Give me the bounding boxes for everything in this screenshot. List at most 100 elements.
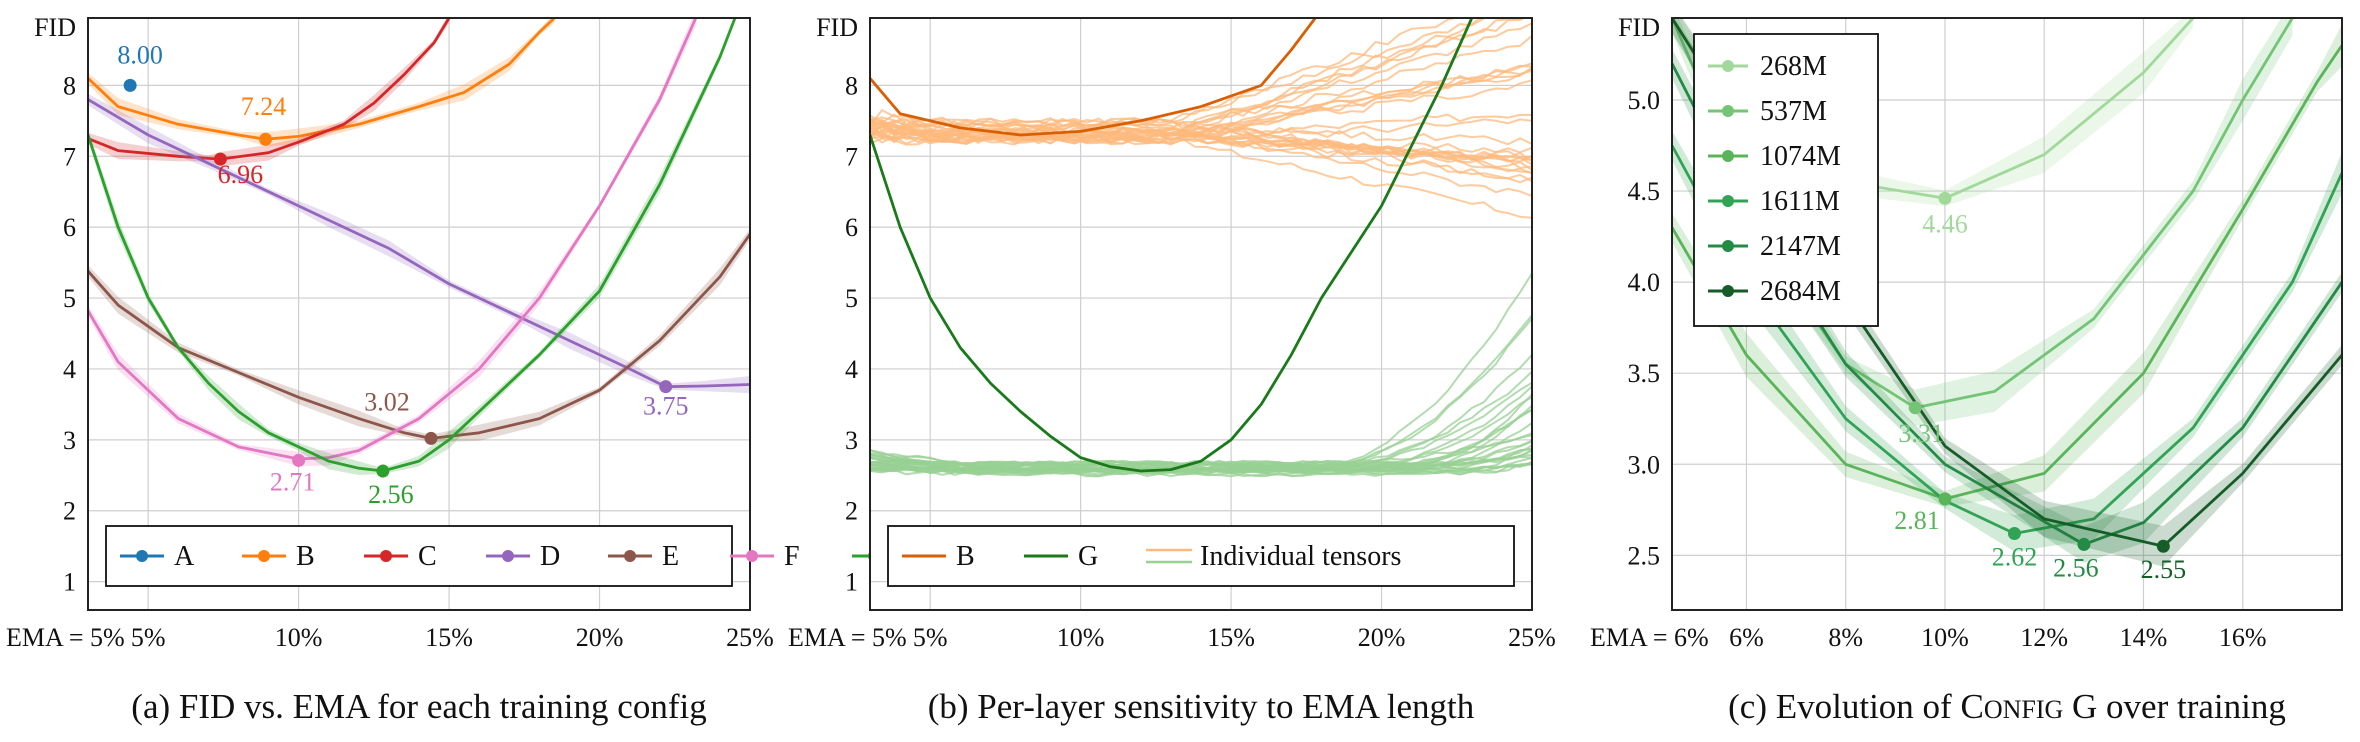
y-tick-label: 1 [845, 568, 858, 597]
x-tick-label: 25% [1508, 623, 1556, 652]
min-value-label: 3.75 [643, 392, 689, 421]
x-tick-label: 20% [576, 623, 624, 652]
min-marker [2156, 539, 2170, 553]
y-tick-label: 8 [63, 71, 76, 100]
plot-frame [1671, 17, 2343, 611]
x-tick-label: 15% [1207, 623, 1255, 652]
panel-c: 6% 8% 10% 12% 14% 16% 2.5 3.0 3.5 4.0 4.5 5.0 FID EMA… [1590, 13, 2343, 726]
tensor-line [870, 18, 1461, 128]
y-tick-label: 2.5 [1628, 541, 1661, 570]
x-tick-label: 6% [1729, 623, 1764, 652]
min-marker [1938, 492, 1952, 506]
tensor-line [870, 113, 1532, 175]
legend-box [1693, 33, 1879, 327]
min-value-label: 2.55 [2141, 555, 2187, 584]
plot-frame [87, 17, 751, 611]
x-tick-label: 10% [1921, 623, 1969, 652]
caption-part: C [1960, 687, 1983, 726]
legend-marker [136, 550, 148, 562]
min-marker [123, 78, 137, 92]
y-tick-label: 6 [845, 213, 858, 242]
panel-a: 5% 10% 15% 20% 25% 1 2 3 4 5 6 7 8 FID EMA = 5% 8.00 7.2… [6, 13, 926, 726]
plot-area [870, 18, 1532, 478]
x-tick-label: 16% [2219, 623, 2267, 652]
legend-marker [1722, 60, 1734, 72]
legend-label: B [956, 541, 975, 572]
legend-marker [258, 550, 270, 562]
tensor-line [870, 18, 1499, 142]
min-value-label: 3.31 [1898, 419, 1944, 448]
tensor-line [870, 462, 1532, 478]
min-marker [259, 132, 273, 146]
y-tick-label: 7 [845, 142, 858, 171]
legend-marker [624, 550, 636, 562]
min-marker [1908, 401, 1922, 415]
y-tick-label: 5 [63, 284, 76, 313]
y-tick-label: 8 [845, 71, 858, 100]
min-marker [2007, 526, 2021, 540]
min-value-label: 3.02 [364, 387, 410, 416]
tensor-line [870, 79, 1532, 141]
panel-b: 5% 10% 15% 20% 25% 1 2 3 4 5 6 7 8 FID EMA = 5% B G Indiv… [788, 13, 1556, 726]
min-value-label: 2.56 [2053, 553, 2099, 582]
min-value-label: 2.56 [368, 480, 414, 509]
series-line [1672, 44, 2342, 501]
y-tick-label: 5.0 [1628, 86, 1661, 115]
y-tick-label: 1 [63, 568, 76, 597]
y-tick-label: 3.5 [1628, 359, 1661, 388]
series-line [88, 18, 451, 161]
legend-label: 2684M [1760, 276, 1841, 307]
x-start-label: EMA = 5% [788, 623, 907, 652]
legend-box [887, 525, 1515, 587]
y-tick-label: 4.5 [1628, 177, 1661, 206]
min-marker [1938, 191, 1952, 205]
legend-marker [1722, 150, 1734, 162]
y-tick-label: 7 [63, 142, 76, 171]
y-tick-label: 3.0 [1628, 450, 1661, 479]
y-tick-label: 3 [63, 426, 76, 455]
series-line [88, 233, 750, 440]
panel-caption: (a) FID vs. EMA for each training config [131, 687, 706, 726]
x-tick-label: 10% [1057, 623, 1105, 652]
plot-area [88, 18, 750, 475]
min-marker [2077, 537, 2091, 551]
y-tick-label: 3 [845, 426, 858, 455]
series-line [870, 18, 1474, 473]
min-marker [376, 464, 390, 478]
caption-part: (c) Evolution of [1728, 687, 1960, 726]
caption-part: G over training [2063, 687, 2286, 726]
y-axis-label: FID [34, 13, 76, 42]
min-value-label: 4.46 [1922, 209, 1968, 238]
min-value-label: 2.81 [1894, 506, 1940, 535]
panel-caption: (b) Per-layer sensitivity to EMA length [928, 687, 1475, 726]
legend-label: 1611M [1760, 186, 1840, 217]
y-tick-label: 2 [63, 497, 76, 526]
min-marker [424, 431, 438, 445]
legend-marker [1722, 285, 1734, 297]
x-tick-label: 25% [726, 623, 774, 652]
y-axis-label: FID [816, 13, 858, 42]
legend-label: 537M [1760, 96, 1827, 127]
tensor-line [870, 68, 1532, 145]
x-tick-label: 5% [131, 623, 166, 652]
x-tick-label: 20% [1358, 623, 1406, 652]
tensor-line [870, 317, 1532, 470]
y-tick-label: 4.0 [1628, 268, 1661, 297]
tensor-line [870, 381, 1532, 475]
y-tick-label: 4 [845, 355, 858, 384]
min-value-label: 7.24 [241, 92, 287, 121]
x-tick-label: 8% [1828, 623, 1863, 652]
legend-label: C [418, 541, 437, 572]
legend-label: A [174, 541, 195, 572]
y-tick-label: 2 [845, 497, 858, 526]
legend-label: E [662, 541, 679, 572]
x-tick-label: 15% [425, 623, 473, 652]
series-line [88, 18, 737, 473]
plot-frame [869, 17, 1533, 611]
legend-marker [1722, 240, 1734, 252]
min-marker [659, 380, 673, 394]
series-line [870, 18, 1317, 137]
x-tick-label: 12% [2020, 623, 2068, 652]
y-tick-label: 5 [845, 284, 858, 313]
